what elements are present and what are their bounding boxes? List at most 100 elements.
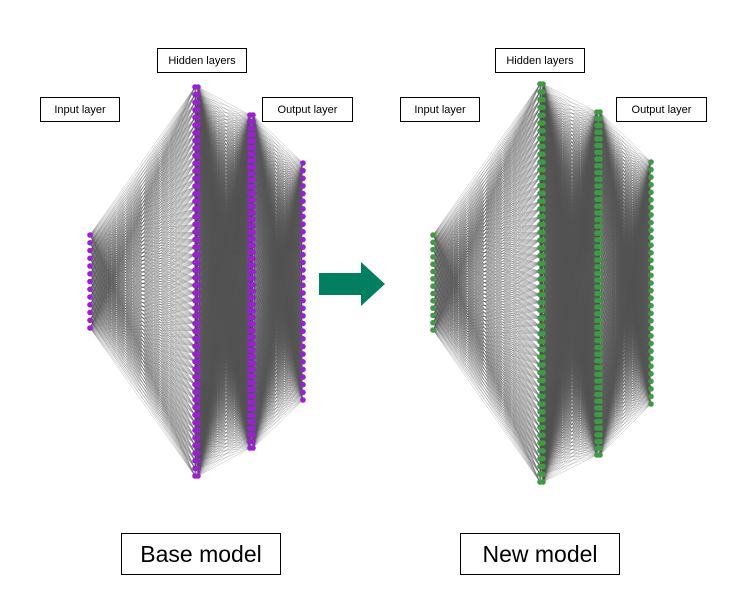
base-neuron xyxy=(195,183,201,189)
new-neuron xyxy=(540,424,546,431)
new-neuron xyxy=(597,142,603,149)
new-neuron xyxy=(540,338,546,345)
new-neuron xyxy=(430,319,436,326)
new-neuron xyxy=(540,206,546,212)
new-neuron xyxy=(430,327,436,333)
new-layer-0 xyxy=(430,232,436,333)
base-neuron xyxy=(250,268,256,275)
base-neuron xyxy=(195,221,201,228)
new-neuron xyxy=(430,268,436,275)
base-neuron xyxy=(195,191,201,197)
base-neuron xyxy=(195,457,201,464)
new-neuron xyxy=(648,242,654,248)
base-neuron xyxy=(250,125,256,131)
base-neuron xyxy=(300,236,306,243)
new-neuron xyxy=(430,312,436,319)
base-neuron xyxy=(300,359,306,365)
base-neuron xyxy=(195,465,201,472)
base-neuron xyxy=(250,347,256,353)
base-neuron xyxy=(300,389,306,396)
new-neuron xyxy=(597,284,603,290)
new-neuron xyxy=(648,219,654,226)
base-neuron xyxy=(250,236,256,242)
new-neuron xyxy=(597,237,603,243)
new-neuron xyxy=(648,181,654,188)
new-neuron xyxy=(540,330,546,337)
new-neuron xyxy=(540,315,546,321)
new-neuron xyxy=(597,358,603,364)
new-neuron xyxy=(648,355,654,362)
new-neuron xyxy=(648,166,654,173)
new-neuron xyxy=(540,401,546,407)
new-neuron xyxy=(648,280,654,286)
base-neuron xyxy=(250,432,256,438)
new-neuron xyxy=(597,216,603,223)
base-edges-layer-0 xyxy=(89,86,196,477)
new-neuron xyxy=(430,232,436,238)
new-neuron xyxy=(648,371,654,377)
base-output-layer-label: Output layer xyxy=(262,97,353,122)
new-layer-5 xyxy=(648,159,654,407)
base-neuron xyxy=(195,435,201,441)
new-neuron xyxy=(597,331,603,337)
new-neuron xyxy=(597,384,603,391)
new-neuron xyxy=(597,452,603,458)
base-neuron xyxy=(250,249,256,255)
base-neuron xyxy=(195,297,201,304)
new-neuron xyxy=(597,391,603,398)
base-neuron xyxy=(195,366,201,373)
new-neuron xyxy=(430,239,436,246)
new-neuron xyxy=(597,438,603,445)
base-neuron xyxy=(300,190,306,197)
new-neuron xyxy=(540,276,546,282)
new-neuron xyxy=(540,284,546,290)
base-neuron xyxy=(250,118,256,125)
new-output-layer-label: Output layer xyxy=(616,97,707,122)
new-neuron xyxy=(597,210,603,216)
new-neuron xyxy=(540,112,546,118)
base-neuron xyxy=(250,301,256,308)
base-neuron xyxy=(250,360,256,366)
new-neuron xyxy=(540,120,546,126)
new-neuron xyxy=(540,260,546,267)
base-neuron xyxy=(195,290,201,296)
new-neuron xyxy=(540,221,546,228)
new-neuron xyxy=(597,270,603,277)
new-neuron xyxy=(648,272,654,279)
new-neuron xyxy=(648,302,654,309)
base-neuron xyxy=(195,343,201,350)
new-neuron xyxy=(648,174,654,180)
base-neuron xyxy=(87,302,93,308)
base-neuron xyxy=(195,206,201,212)
base-neuron xyxy=(250,197,256,203)
base-neuron xyxy=(87,317,93,324)
base-neuron xyxy=(300,381,306,388)
new-neuron xyxy=(597,230,603,236)
base-neuron xyxy=(250,386,256,393)
new-model-caption: New model xyxy=(460,533,620,575)
base-neuron xyxy=(300,343,306,350)
base-neuron xyxy=(300,397,306,403)
base-neuron xyxy=(300,183,306,189)
new-neuron xyxy=(540,268,546,275)
new-neuron xyxy=(597,290,603,297)
base-neuron xyxy=(195,114,201,121)
new-neuron xyxy=(540,143,546,150)
base-model-caption: Base model xyxy=(121,533,281,575)
new-neuron xyxy=(597,263,603,270)
new-neuron xyxy=(648,227,654,233)
new-neuron xyxy=(597,243,603,250)
base-neuron xyxy=(250,438,256,445)
new-neuron xyxy=(540,362,546,368)
base-neuron xyxy=(250,393,256,399)
new-neuron xyxy=(648,159,654,165)
new-neuron xyxy=(648,363,654,370)
base-neuron xyxy=(300,290,306,296)
new-input-layer-label: Input layer xyxy=(400,97,480,122)
new-neuron xyxy=(648,257,654,264)
base-neuron xyxy=(195,396,201,403)
base-neuron xyxy=(250,282,256,288)
base-neuron xyxy=(87,232,93,238)
base-neuron xyxy=(250,112,256,118)
new-neuron xyxy=(540,190,546,197)
